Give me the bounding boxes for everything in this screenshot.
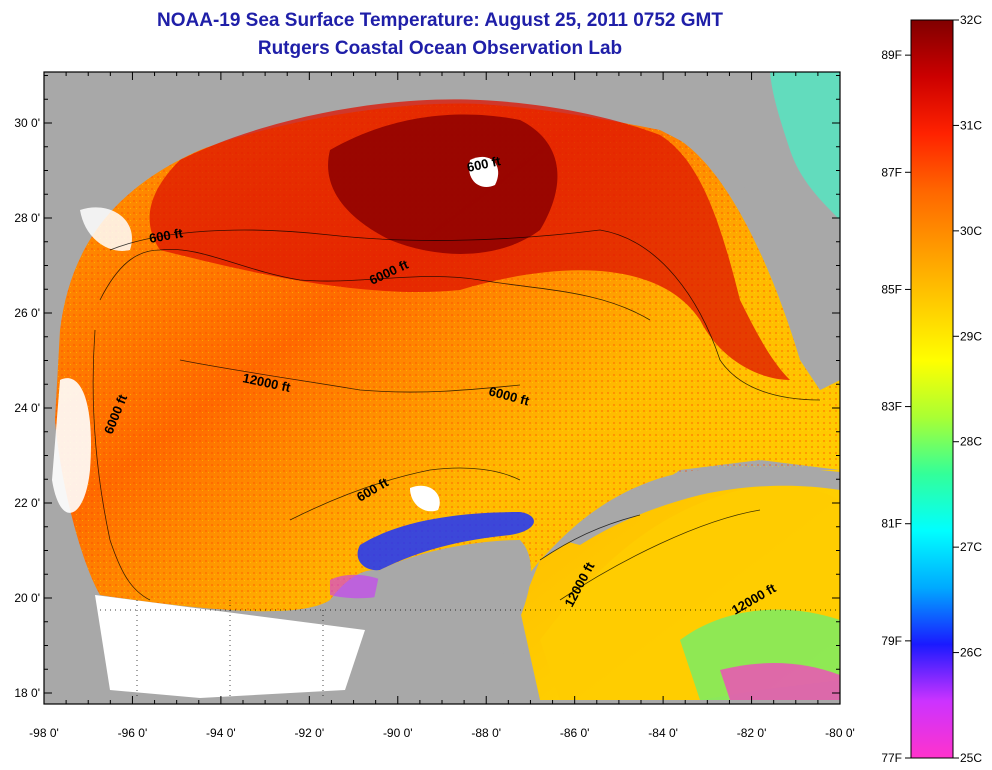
colorbar-celsius-label: 32C xyxy=(960,13,982,27)
map-title: NOAA-19 Sea Surface Temperature: August … xyxy=(157,10,723,31)
yucatan-peninsula xyxy=(360,540,531,704)
cool-water-yucatan xyxy=(357,512,534,571)
no-data-patch xyxy=(52,378,91,513)
colorbar-fahrenheit-label: 81F xyxy=(881,517,902,531)
x-tick-label: -84 0' xyxy=(648,726,678,740)
y-tick-label: 22 0' xyxy=(14,496,40,510)
colorbar-celsius-label: 26C xyxy=(960,646,982,660)
no-data-region-south xyxy=(95,595,365,698)
colorbar-fahrenheit-label: 85F xyxy=(881,282,902,296)
y-tick-label: 28 0' xyxy=(14,211,40,225)
colorbar-celsius: 32C 31C 30C 29C 28C 27C 26C 25C xyxy=(953,13,982,765)
colorbar-fahrenheit-label: 89F xyxy=(881,48,902,62)
contour-label: 600 ft xyxy=(148,225,185,246)
colorbar-celsius-label: 25C xyxy=(960,751,982,765)
cuba xyxy=(560,469,840,545)
y-tick-label: 30 0' xyxy=(14,116,40,130)
colorbar-fahrenheit-label: 83F xyxy=(881,400,902,414)
colorbar-gradient xyxy=(910,19,954,759)
x-tick-label: -88 0' xyxy=(471,726,501,740)
colorbar-fahrenheit-label: 87F xyxy=(881,165,902,179)
colorbar-celsius-label: 27C xyxy=(960,540,982,554)
colorbar-fahrenheit: 89F 87F 85F 83F 81F 79F 77F xyxy=(881,48,911,765)
colorbar-celsius-label: 28C xyxy=(960,435,982,449)
map-subtitle: Rutgers Coastal Ocean Observation Lab xyxy=(257,38,623,59)
x-tick-label: -98 0' xyxy=(29,726,59,740)
x-tick-label: -80 0' xyxy=(825,726,855,740)
colorbar-celsius-label: 30C xyxy=(960,224,982,238)
y-tick-label: 20 0' xyxy=(14,591,40,605)
x-tick-label: -86 0' xyxy=(560,726,590,740)
graticule-dotted xyxy=(100,600,840,700)
y-axis: 30 0' 28 0' 26 0' 24 0' 22 0' 20 0' 18 0' xyxy=(14,75,840,700)
x-tick-label: -96 0' xyxy=(118,726,148,740)
colorbar-fahrenheit-label: 79F xyxy=(881,634,902,648)
contour-label: 600 ft xyxy=(466,153,503,175)
y-tick-label: 24 0' xyxy=(14,401,40,415)
x-tick-label: -82 0' xyxy=(737,726,767,740)
colorbar-celsius-label: 31C xyxy=(960,118,982,132)
florida-peninsula xyxy=(640,80,840,390)
x-tick-label: -94 0' xyxy=(206,726,236,740)
y-tick-label: 18 0' xyxy=(14,686,40,700)
bathymetry-contours xyxy=(92,229,821,601)
y-tick-label: 26 0' xyxy=(14,306,40,320)
colorbar: 32C 31C 30C 29C 28C 27C 26C 25C 89F 87F 85F 83F 81F… xyxy=(881,13,982,765)
colorbar-celsius-label: 29C xyxy=(960,329,982,343)
map-area xyxy=(43,71,841,705)
x-tick-label: -90 0' xyxy=(383,726,413,740)
colorbar-fahrenheit-label: 77F xyxy=(881,751,902,765)
x-tick-label: -92 0' xyxy=(295,726,325,740)
x-axis: -98 0' -96 0' -94 0' -92 0' -90 0' -88 0' -86 … xyxy=(29,72,855,740)
